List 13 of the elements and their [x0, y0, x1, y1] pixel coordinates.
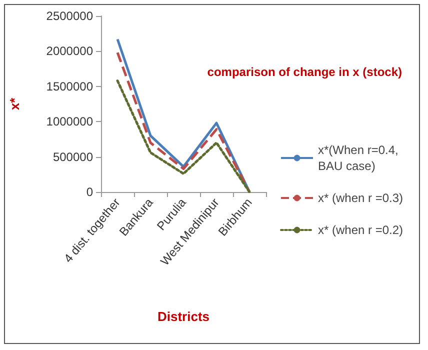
x-axis-title: Districts — [157, 309, 210, 324]
y-tick-label: 2000000 — [46, 44, 94, 58]
line-series — [116, 80, 251, 194]
y-tick-label: 1000000 — [46, 114, 94, 129]
y-tick-label: 1500000 — [46, 79, 94, 94]
legend-label: x* (when r =0.3) — [318, 191, 404, 205]
y-tick-label: 500000 — [52, 150, 94, 164]
text: comparison of change in x (stock) — [207, 65, 402, 79]
y-tick-label: 0 — [86, 185, 94, 199]
legend-label: x*(When r=0.4,BAU case) — [318, 143, 398, 173]
legend-label: x* (when r =0.2) — [318, 223, 404, 237]
y-tick-label: 2500000 — [46, 9, 94, 23]
y-axis-title: x* — [7, 96, 22, 110]
